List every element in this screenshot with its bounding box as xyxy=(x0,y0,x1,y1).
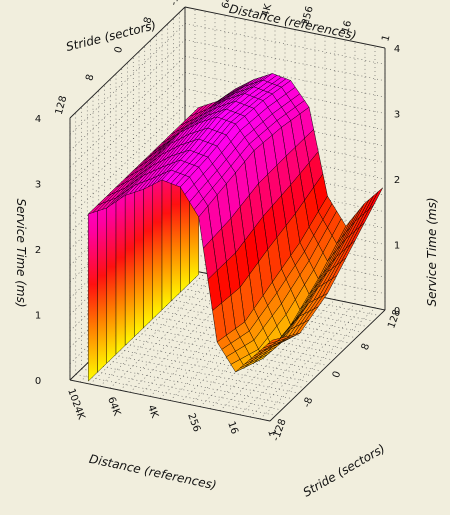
z-tick-label-right: 0 xyxy=(394,306,400,317)
z-tick-label-right: 4 xyxy=(394,44,400,55)
frame-edge xyxy=(269,309,386,422)
z-tick-label-right: 1 xyxy=(394,241,400,252)
surface-curtain-panel xyxy=(115,178,126,355)
x-tick-label-top: 64K xyxy=(220,0,236,10)
x-tick-label-top: 16 xyxy=(340,19,354,34)
surface-curtain-panel xyxy=(88,204,98,382)
floor-grid-line xyxy=(98,351,299,394)
left-wall-grid-line xyxy=(69,39,186,151)
x-tick-label-top: 1024K xyxy=(180,0,199,2)
x-axis-title-bottom: Distance (references) xyxy=(88,452,218,493)
y-tick-label-top: 0 xyxy=(113,45,125,54)
x-tick-label-bottom: 1024K xyxy=(65,387,86,421)
y-tick-label-bottom: -128 xyxy=(271,418,289,443)
floor-grid-line xyxy=(92,357,294,400)
y-tick-label-bottom: 0 xyxy=(331,370,344,380)
z-tick-label-left: 1 xyxy=(35,311,41,322)
x-tick-label-bottom: 4K xyxy=(145,404,160,420)
x-tick-label-bottom: 1 xyxy=(265,428,278,438)
y-tick-label-bottom: -8 xyxy=(302,396,316,409)
x-tick-label-top: 1 xyxy=(380,34,392,43)
surface-curtain-panel xyxy=(106,186,117,364)
floor-grid-line xyxy=(104,346,305,388)
z-axis-title-left: Service Time (ms) xyxy=(14,198,28,307)
y-tick-label-bottom: 8 xyxy=(360,342,373,352)
x-tick-label-top: 4K xyxy=(260,2,274,18)
x-tick-label-bottom: 16 xyxy=(225,420,240,436)
z-tick-label-left: 2 xyxy=(35,245,41,256)
surface-curtain-panel xyxy=(124,169,135,346)
x-axis-title-top: Distance (references) xyxy=(228,2,358,43)
surface-panel xyxy=(267,337,282,345)
floor-grid-line xyxy=(115,335,317,377)
ticks-layer: 0 0 1 1 2 2 3 3 4 4 1024K 1024K 64K 64K 4K 4K 256 256 16 16… xyxy=(35,0,403,443)
z-axis-title-right: Service Time (ms) xyxy=(425,197,439,306)
y-tick-label-top: -8 xyxy=(141,16,154,28)
z-tick-label-left: 4 xyxy=(35,114,41,125)
x-tick-label-top: 256 xyxy=(300,5,316,26)
x-tick-label-bottom: 256 xyxy=(185,412,202,434)
z-tick-label-left: 0 xyxy=(35,376,41,387)
y-tick-label-bottom: 128 xyxy=(386,308,403,330)
frame-edge xyxy=(69,379,271,422)
frame-edge xyxy=(69,6,186,119)
surface-layer xyxy=(88,73,383,382)
z-tick-label-left: 3 xyxy=(35,180,41,191)
surface-curtain-panel xyxy=(97,195,107,373)
y-tick-label-top: 8 xyxy=(84,73,96,82)
y-tick-label-top: -128 xyxy=(168,0,185,7)
y-tick-label-top: 128 xyxy=(54,95,70,116)
floor-grid-line xyxy=(110,340,311,383)
z-tick-label-right: 3 xyxy=(394,110,400,121)
y-axis-title-bottom: Stride (sectors) xyxy=(301,441,388,499)
floor-grid-line xyxy=(75,374,276,416)
frame-edge xyxy=(184,6,386,49)
x-tick-label-bottom: 64K xyxy=(105,395,122,417)
z-tick-label-right: 2 xyxy=(394,175,400,186)
